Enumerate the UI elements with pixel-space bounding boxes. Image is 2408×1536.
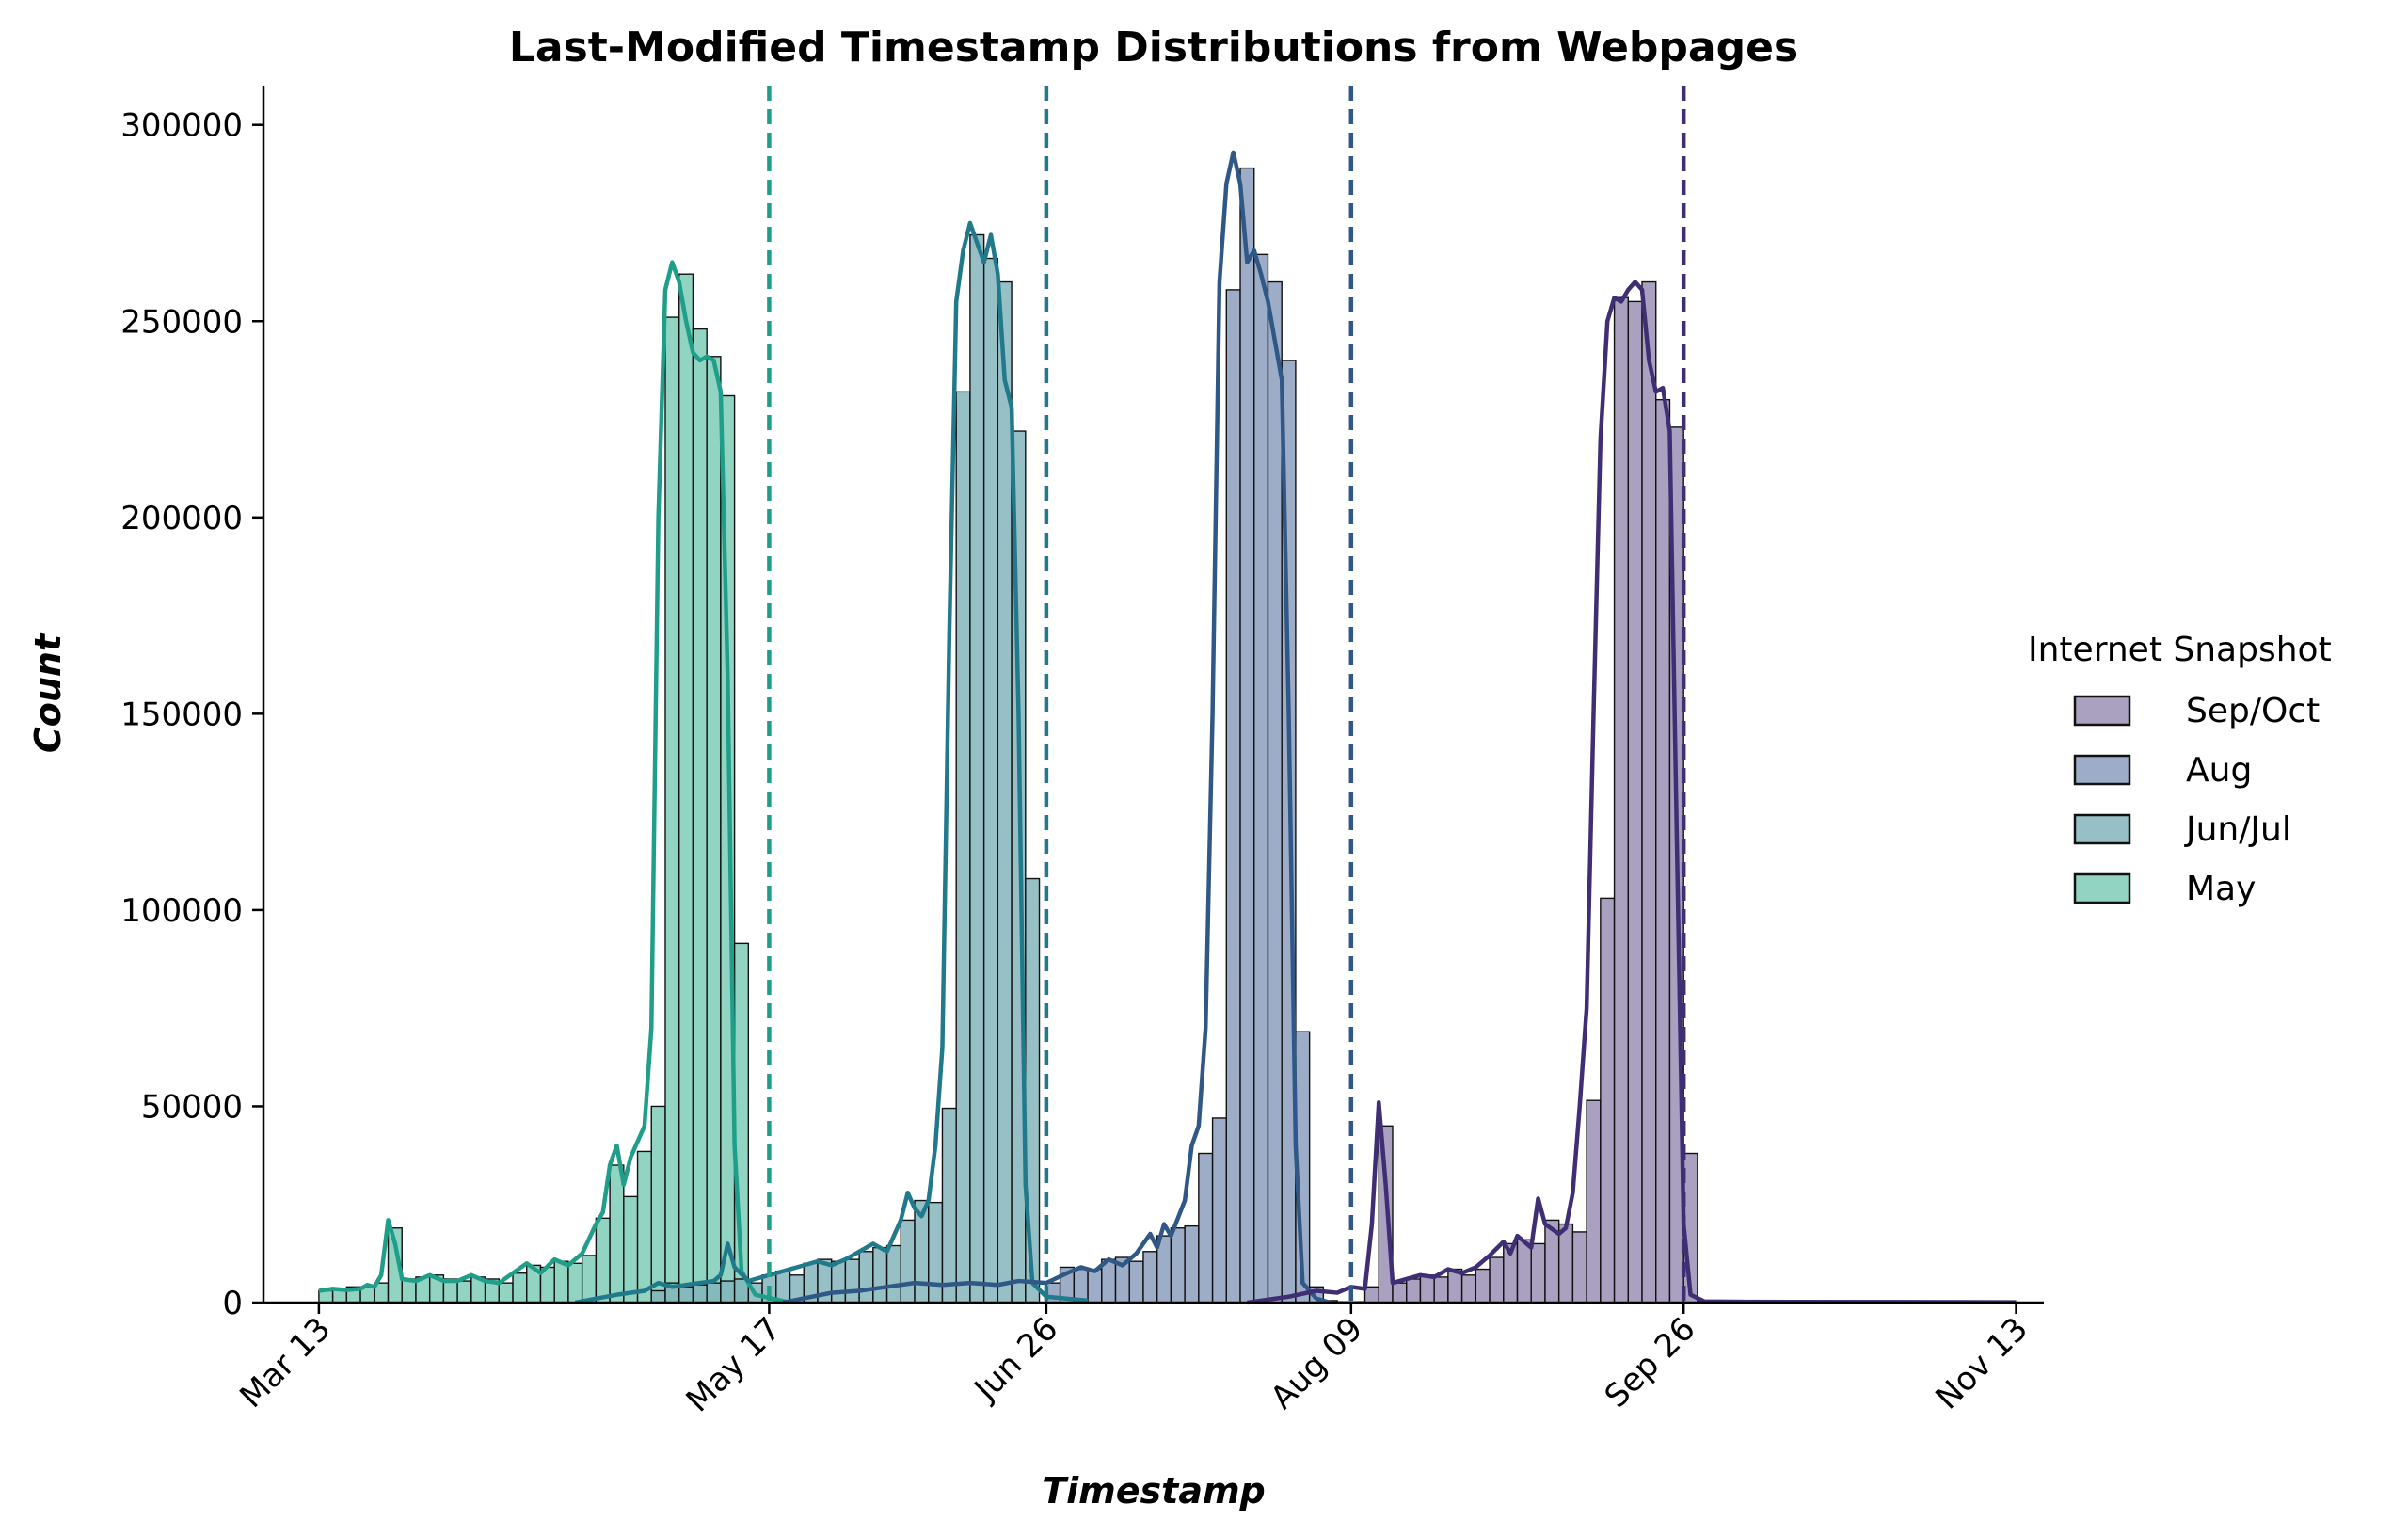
- bar-jun-jul: [872, 1246, 888, 1304]
- bar-jun-jul: [706, 1282, 722, 1304]
- bar-may: [609, 1164, 625, 1304]
- chart-title: Last-Modified Timestamp Distributions fr…: [509, 24, 1798, 72]
- bar-aug: [1225, 289, 1241, 1304]
- bar-sep-oct: [1406, 1278, 1422, 1304]
- bar-aug: [1267, 280, 1283, 1304]
- bar-jun-jul: [969, 233, 985, 1304]
- legend-swatch-sep-oct: [2073, 695, 2131, 727]
- bar-jun-jul: [692, 1284, 708, 1304]
- x-tick-label: Nov 13: [1928, 1310, 2034, 1416]
- y-tick-label: 150000: [120, 696, 243, 733]
- bar-may: [664, 316, 680, 1304]
- bar-may: [456, 1280, 472, 1304]
- bar-sep-oct: [1586, 1099, 1602, 1304]
- kde-line-sep-oct: [1247, 280, 2017, 1305]
- bar-sep-oct: [1557, 1223, 1574, 1304]
- legend-swatch-jun-jul: [2073, 813, 2131, 845]
- y-tick-label: 0: [222, 1285, 243, 1322]
- histogram-bars: [318, 167, 2017, 1304]
- bar-sep-oct: [1530, 1242, 1546, 1304]
- bar-jun-jul: [900, 1219, 916, 1304]
- bar-jun-jul: [650, 1289, 666, 1304]
- bar-jun-jul: [928, 1201, 944, 1304]
- bar-may: [498, 1282, 514, 1304]
- bar-sep-oct: [1613, 296, 1629, 1304]
- legend-title: Internet Snapshot: [2028, 631, 2332, 669]
- y-tick-label: 100000: [120, 892, 243, 930]
- bar-may: [623, 1195, 639, 1304]
- bar-sep-oct: [1460, 1274, 1477, 1304]
- bar-jun-jul: [941, 1107, 957, 1304]
- y-tick-label: 300000: [120, 107, 243, 145]
- x-tick-label: Jun 26: [966, 1310, 1066, 1410]
- bar-sep-oct: [1489, 1256, 1505, 1304]
- bar-sep-oct: [1419, 1274, 1435, 1304]
- x-tick-label: Sep 26: [1598, 1310, 1703, 1416]
- bar-may: [706, 356, 722, 1304]
- bar-sep-oct: [1641, 280, 1657, 1304]
- bar-aug: [1239, 167, 1255, 1304]
- bar-sep-oct: [1600, 897, 1616, 1304]
- y-tick-label: 200000: [120, 500, 243, 537]
- bar-aug: [1184, 1224, 1200, 1304]
- bar-may: [567, 1262, 583, 1304]
- median-lines: [767, 86, 1686, 1303]
- bar-may: [678, 273, 694, 1304]
- legend-label-may: May: [2186, 870, 2256, 908]
- bar-may: [595, 1217, 611, 1304]
- bar-aug: [1142, 1251, 1158, 1304]
- y-ticks: 0 50000 100000 150000 200000 250000 300000: [120, 107, 263, 1322]
- bar-aug: [1170, 1227, 1186, 1304]
- bar-sep-oct: [1433, 1276, 1449, 1304]
- bar-jun-jul: [844, 1258, 860, 1304]
- bar-aug: [1128, 1260, 1144, 1304]
- bar-may: [553, 1260, 569, 1304]
- y-tick-label: 50000: [141, 1088, 243, 1126]
- bar-jun-jul: [982, 257, 999, 1304]
- bar-may: [581, 1255, 598, 1304]
- bar-jun-jul: [720, 1280, 736, 1304]
- y-axis-label: Count: [27, 632, 69, 753]
- bar-jun-jul: [678, 1286, 694, 1304]
- x-ticks: Mar 13 May 17 Jun 26 Aug 09 Sep 26 Nov 13: [232, 1303, 2035, 1419]
- bar-aug: [1211, 1117, 1227, 1304]
- bar-jun-jul: [885, 1244, 901, 1304]
- legend-swatch-may: [2073, 872, 2131, 904]
- bar-may: [636, 1150, 652, 1304]
- bar-may: [650, 1105, 666, 1304]
- legend: Internet Snapshot Sep/Oct Aug Jun/Jul May: [2028, 631, 2332, 908]
- bar-sep-oct: [1627, 300, 1643, 1304]
- x-tick-label: Aug 09: [1264, 1310, 1370, 1416]
- bar-sep-oct: [1475, 1268, 1491, 1304]
- kde-line-may: [318, 260, 790, 1305]
- bar-sep-oct: [1392, 1282, 1408, 1304]
- bar-sep-oct: [1571, 1231, 1587, 1304]
- bar-jun-jul: [955, 391, 971, 1304]
- legend-label-aug: Aug: [2186, 751, 2252, 790]
- legend-swatch-aug: [2073, 754, 2131, 786]
- bar-jun-jul: [830, 1260, 847, 1304]
- x-tick-label: May 17: [679, 1310, 789, 1419]
- bar-jun-jul: [997, 280, 1013, 1304]
- axes: [262, 86, 2044, 1304]
- bar-aug: [1253, 253, 1269, 1304]
- kde-curves: [318, 150, 2017, 1305]
- bar-aug: [1087, 1268, 1103, 1304]
- kde-line-aug: [782, 150, 1332, 1305]
- bar-sep-oct: [1516, 1239, 1532, 1304]
- bar-jun-jul: [858, 1251, 874, 1304]
- bar-aug: [1198, 1152, 1214, 1304]
- bar-may: [512, 1272, 528, 1304]
- legend-label-sep-oct: Sep/Oct: [2186, 692, 2320, 730]
- bar-may: [692, 328, 708, 1304]
- legend-label-jun-jul: Jun/Jul: [2184, 810, 2291, 849]
- bar-sep-oct: [1655, 398, 1671, 1304]
- x-axis-label: Timestamp: [1042, 1470, 1266, 1512]
- x-tick-label: Mar 13: [232, 1310, 338, 1416]
- kde-line-jun-jul: [574, 220, 1089, 1305]
- y-tick-label: 250000: [120, 303, 243, 341]
